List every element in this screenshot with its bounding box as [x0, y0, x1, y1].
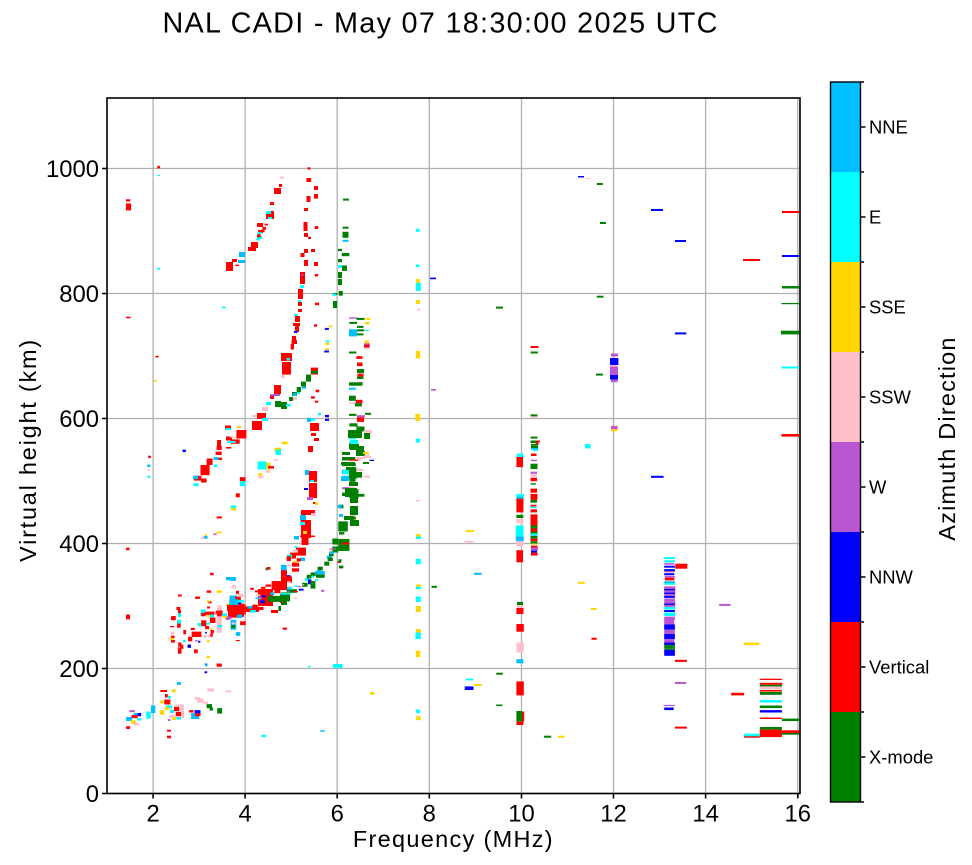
svg-text:Frequency (MHz): Frequency (MHz) [353, 826, 554, 852]
svg-text:2: 2 [146, 800, 159, 827]
svg-text:NNW: NNW [869, 567, 914, 588]
svg-text:14: 14 [692, 800, 718, 827]
svg-text:0: 0 [86, 781, 99, 808]
svg-text:600: 600 [59, 406, 99, 433]
svg-text:Virtual height (km): Virtual height (km) [15, 338, 41, 562]
svg-text:X-mode: X-mode [869, 747, 933, 768]
svg-text:16: 16 [785, 800, 811, 827]
svg-text:10: 10 [508, 800, 534, 827]
svg-text:800: 800 [59, 281, 99, 308]
svg-text:4: 4 [238, 800, 251, 827]
svg-text:Azimuth Direction: Azimuth Direction [934, 336, 960, 540]
svg-text:NNE: NNE [869, 117, 908, 138]
svg-text:E: E [869, 207, 881, 228]
svg-text:8: 8 [423, 800, 436, 827]
svg-text:Vertical: Vertical [869, 657, 929, 678]
svg-text:6: 6 [331, 800, 344, 827]
svg-text:W: W [869, 477, 887, 498]
svg-text:1000: 1000 [46, 156, 99, 183]
svg-text:SSE: SSE [869, 297, 906, 318]
svg-text:12: 12 [600, 800, 626, 827]
svg-text:400: 400 [59, 531, 99, 558]
svg-text:200: 200 [59, 656, 99, 683]
svg-text:SSW: SSW [869, 387, 912, 408]
svg-text:NAL CADI - May 07 18:30:00 202: NAL CADI - May 07 18:30:00 2025 UTC [162, 7, 718, 39]
